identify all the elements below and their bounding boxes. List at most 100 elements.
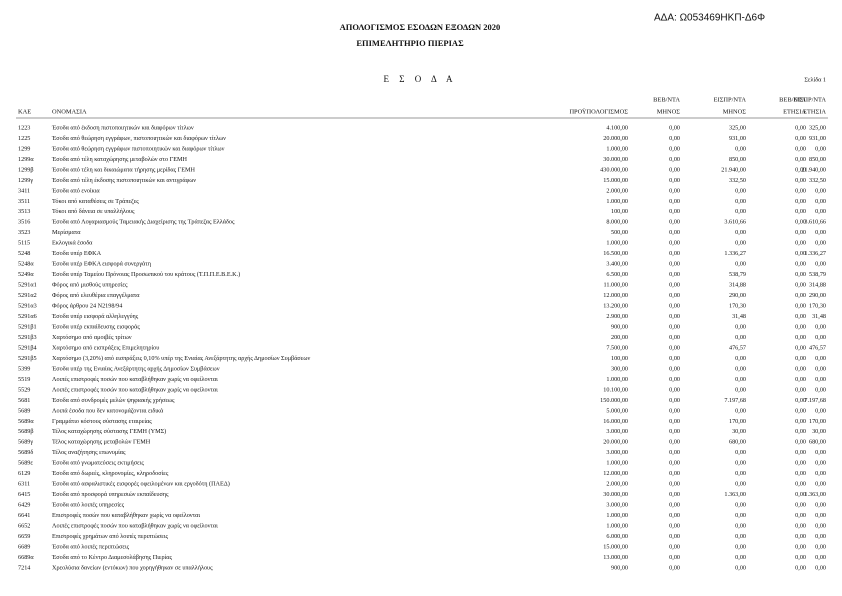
account-name: Έσοδα από έκδοση πιστοποιητικών και διαφ… [51,124,194,131]
column-header: ΕΙΣΠΡ/ΝΤΑ [714,96,747,103]
amount-cell: 0,00 [735,240,746,247]
account-code: 5291β5 [18,355,37,362]
amount-cell: 0,00 [795,166,806,173]
account-code: 6659 [18,533,30,540]
amount-cell: 0,00 [815,323,826,330]
section-title: Ε Σ Ο Δ Α [383,74,456,84]
amount-cell: 0,00 [795,135,806,142]
amount-cell: 15.000,00 [603,177,628,184]
account-code: 5291β3 [18,334,37,341]
amount-cell: 0,00 [795,376,806,383]
amount-cell: 0,00 [735,481,746,488]
account-name: Φόρος άρθρου 24 Ν2198/94 [52,303,122,310]
amount-cell: 0,00 [669,303,680,310]
amount-cell: 6.500,00 [606,271,628,278]
account-name: Έσοδα από Λογαριασμούς Ταμειακής Διαχείρ… [51,219,235,226]
amount-cell: 1.000,00 [606,523,628,530]
amount-cell: 300,00 [611,365,628,372]
amount-cell: 13.200,00 [603,303,628,310]
account-name: Λοιπές επιστροφές ποσών που καταβλήθηκαν… [52,376,218,383]
account-code: 5689 [18,407,30,414]
account-name: Έσοδα από λοιπές περιπτώσεις [51,543,130,550]
amount-cell: 0,00 [669,460,680,467]
amount-cell: 13.000,00 [603,554,628,561]
account-code: 6429 [18,502,30,509]
amount-cell: 0,00 [669,418,680,425]
amount-cell: 0,00 [669,334,680,341]
account-code: 5291β1 [18,323,37,330]
amount-cell: 0,00 [795,303,806,310]
account-name: Έσοδα από τέλη και δικαιώματα τήρησης με… [51,166,196,173]
account-name: Έσοδα από ασφαλιστικές εισφορές οφειλομέ… [51,481,230,488]
amount-cell: 0,00 [669,135,680,142]
amount-cell: 10.100,00 [603,386,628,393]
amount-cell: 3.610,66 [724,219,746,226]
amount-cell: 332,50 [809,177,826,184]
amount-cell: 0,00 [735,502,746,509]
amount-cell: 31,48 [812,313,826,320]
amount-cell: 0,00 [735,323,746,330]
amount-cell: 0,00 [795,344,806,351]
account-code: 5248α [18,261,34,268]
amount-cell: 0,00 [795,177,806,184]
amount-cell: 0,00 [795,502,806,509]
amount-cell: 2.900,00 [606,313,628,320]
amount-cell: 1.336,27 [804,250,826,257]
amount-cell: 0,00 [815,386,826,393]
amount-cell: 0,00 [815,470,826,477]
amount-cell: 3.610,66 [804,219,826,226]
amount-cell: 0,00 [795,418,806,425]
account-code: 1299 [18,145,30,152]
amount-cell: 0,00 [795,386,806,393]
account-code: 6641 [18,512,30,519]
amount-cell: 476,57 [729,344,746,351]
amount-cell: 21.940,00 [801,166,826,173]
column-header: ΟΝΟΜΑΣΙΑ [52,108,87,115]
page-number: Σελίδα 1 [804,76,826,83]
amount-cell: 850,00 [809,156,826,163]
column-header: ΒΕΒ/ΝΤΑ [779,96,806,103]
account-code: 5529 [18,386,30,393]
amount-cell: 0,00 [669,282,680,289]
amount-cell: 0,00 [735,533,746,540]
amount-cell: 3.000,00 [606,428,628,435]
amount-cell: 500,00 [611,229,628,236]
amount-cell: 0,00 [795,543,806,550]
amount-cell: 0,00 [795,292,806,299]
amount-cell: 21.940,00 [721,166,746,173]
amount-cell: 0,00 [735,449,746,456]
account-code: 5681 [18,397,30,404]
amount-cell: 0,00 [815,198,826,205]
amount-cell: 0,00 [815,376,826,383]
amount-cell: 170,00 [809,418,826,425]
account-code: 5399 [18,365,30,372]
amount-cell: 0,00 [735,512,746,519]
account-code: 3511 [18,198,30,205]
amount-cell: 30.000,00 [603,491,628,498]
amount-cell: 1.000,00 [606,145,628,152]
account-code: 5291α2 [18,292,37,299]
amount-cell: 0,00 [795,198,806,205]
amount-cell: 0,00 [735,187,746,194]
amount-cell: 5.000,00 [606,407,628,414]
amount-cell: 0,00 [815,533,826,540]
column-header: ΕΤΗΣΙΑ [803,108,826,115]
amount-cell: 0,00 [669,344,680,351]
amount-cell: 0,00 [669,470,680,477]
account-name: Τέλος καταχώρησης σύστασης ΓΕΜΗ (ΥΜΣ) [52,428,166,435]
amount-cell: 15.000,00 [603,543,628,550]
amount-cell: 314,88 [729,282,746,289]
account-name: Εκλογικά έσοδα [52,240,93,247]
amount-cell: 0,00 [669,376,680,383]
amount-cell: 0,00 [795,355,806,362]
amount-cell: 12.000,00 [603,292,628,299]
column-header: ΜΗΝΟΣ [723,108,747,115]
account-code: 3513 [18,208,30,215]
amount-cell: 290,00 [809,292,826,299]
amount-cell: 0,00 [795,229,806,236]
amount-cell: 0,00 [735,523,746,530]
account-name: Έσοδα υπέρ εκπαίδευσης εισφοράς [51,323,140,330]
amount-cell: 0,00 [795,219,806,226]
amount-cell: 0,00 [669,187,680,194]
amount-cell: 20.000,00 [603,439,628,446]
